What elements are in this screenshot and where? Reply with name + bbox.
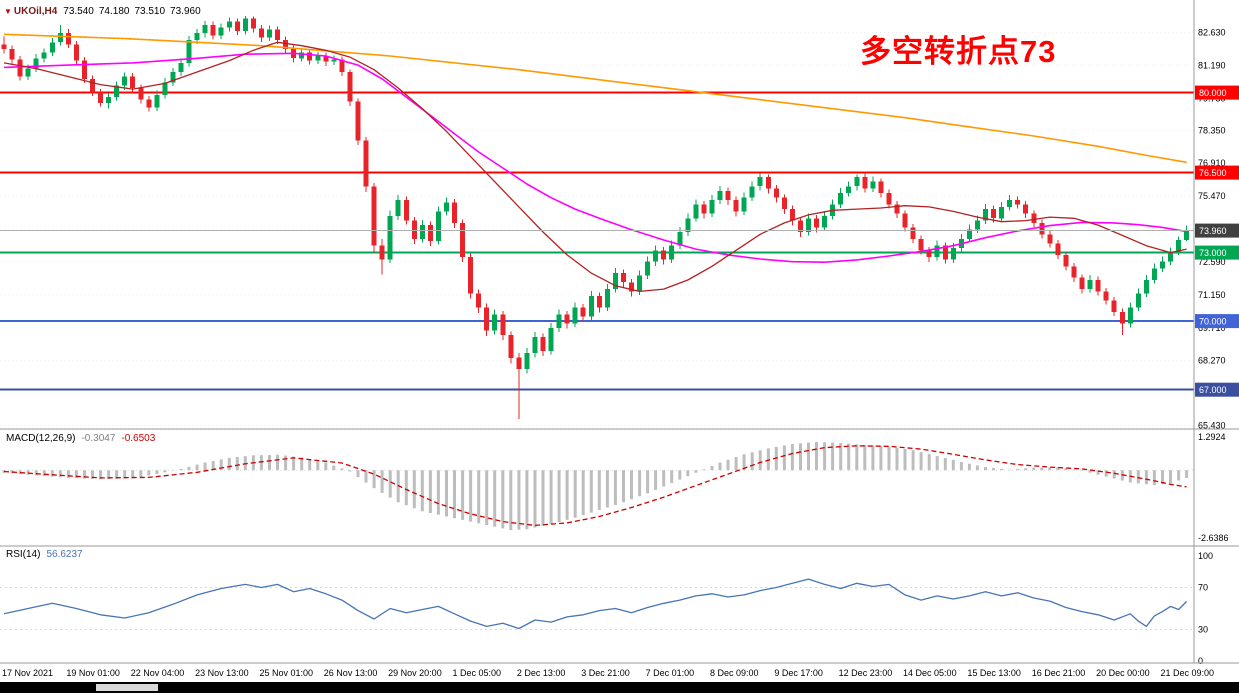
ma-slow-line <box>3 33 1187 164</box>
quote-close: 73.960 <box>170 6 201 17</box>
svg-text:76.500: 76.500 <box>1199 168 1227 178</box>
svg-text:25 Nov 01:00: 25 Nov 01:00 <box>259 668 313 678</box>
pane-borders <box>0 0 1239 664</box>
svg-text:100: 100 <box>1198 551 1213 561</box>
horizontal-lines[interactable] <box>0 91 1194 391</box>
bottom-taskbar[interactable] <box>0 682 1239 693</box>
svg-text:82.630: 82.630 <box>1198 27 1226 37</box>
symbol-name: UKOil,H4 <box>13 6 58 17</box>
svg-text:-2.6386: -2.6386 <box>1198 533 1229 543</box>
svg-text:1.2924: 1.2924 <box>1198 432 1226 442</box>
rsi-line <box>3 578 1188 630</box>
ma-fast-line <box>3 41 1187 293</box>
svg-text:14 Dec 05:00: 14 Dec 05:00 <box>903 668 957 678</box>
svg-text:78.350: 78.350 <box>1198 125 1226 135</box>
svg-text:1 Dec 05:00: 1 Dec 05:00 <box>453 668 502 678</box>
svg-text:2 Dec 13:00: 2 Dec 13:00 <box>517 668 566 678</box>
svg-text:70: 70 <box>1198 583 1208 593</box>
svg-text:0: 0 <box>1198 656 1203 666</box>
svg-text:23 Nov 13:00: 23 Nov 13:00 <box>195 668 249 678</box>
svg-text:9 Dec 17:00: 9 Dec 17:00 <box>774 668 823 678</box>
svg-text:29 Nov 20:00: 29 Nov 20:00 <box>388 668 442 678</box>
svg-text:19 Nov 01:00: 19 Nov 01:00 <box>66 668 120 678</box>
svg-text:26 Nov 13:00: 26 Nov 13:00 <box>324 668 378 678</box>
svg-text:30: 30 <box>1198 625 1208 635</box>
macd-signal-value: -0.6503 <box>121 433 156 444</box>
rsi-label-text: RSI(14) <box>6 549 41 560</box>
svg-text:73.000: 73.000 <box>1199 248 1227 258</box>
svg-text:65.430: 65.430 <box>1198 421 1226 431</box>
svg-text:81.190: 81.190 <box>1198 60 1226 70</box>
rsi-indicator-label: RSI(14) 56.6237 <box>6 549 83 560</box>
svg-text:80.000: 80.000 <box>1199 88 1227 98</box>
svg-text:7 Dec 01:00: 7 Dec 01:00 <box>646 668 695 678</box>
price-axis-badges: 80.000 76.500 73.000 70.000 67.000 73.960 <box>1195 85 1239 397</box>
svg-text:76.910: 76.910 <box>1198 158 1226 168</box>
macd-histogram <box>2 441 1189 531</box>
svg-text:8 Dec 09:00: 8 Dec 09:00 <box>710 668 759 678</box>
macd-main-value: -0.3047 <box>81 433 116 444</box>
symbol-marker-icon: ▼ <box>4 7 12 16</box>
symbol-info: ▼ UKOil,H4 73.540 74.180 73.510 73.960 <box>4 6 206 17</box>
quote-open: 73.540 <box>63 6 94 17</box>
svg-text:12 Dec 23:00: 12 Dec 23:00 <box>839 668 893 678</box>
svg-text:70.000: 70.000 <box>1199 317 1227 327</box>
macd-signal-line <box>3 445 1187 527</box>
svg-text:20 Dec 00:00: 20 Dec 00:00 <box>1096 668 1150 678</box>
svg-text:22 Nov 04:00: 22 Nov 04:00 <box>131 668 185 678</box>
taskbar-item[interactable] <box>96 684 158 691</box>
svg-text:75.470: 75.470 <box>1198 191 1226 201</box>
svg-text:16 Dec 21:00: 16 Dec 21:00 <box>1032 668 1086 678</box>
price-grid <box>0 31 1194 427</box>
rsi-axis[interactable]: 100 70 30 0 <box>1198 551 1213 666</box>
svg-text:67.000: 67.000 <box>1199 385 1227 395</box>
svg-text:15 Dec 13:00: 15 Dec 13:00 <box>967 668 1021 678</box>
svg-text:17 Nov 2021: 17 Nov 2021 <box>2 668 53 678</box>
svg-text:73.960: 73.960 <box>1199 226 1227 236</box>
svg-text:72.590: 72.590 <box>1198 257 1226 267</box>
macd-label-text: MACD(12,26,9) <box>6 433 76 444</box>
macd-axis[interactable]: 1.2924 -2.6386 <box>1198 432 1229 543</box>
rsi-value: 56.6237 <box>46 549 83 560</box>
quote-high: 74.180 <box>98 6 130 17</box>
svg-text:21 Dec 09:00: 21 Dec 09:00 <box>1160 668 1214 678</box>
svg-text:3 Dec 21:00: 3 Dec 21:00 <box>581 668 630 678</box>
chart-annotation-text: 多空转折点73 <box>860 34 1057 69</box>
svg-text:71.150: 71.150 <box>1198 290 1226 300</box>
time-axis[interactable]: 17 Nov 2021 19 Nov 01:00 22 Nov 04:00 23 No… <box>2 668 1214 678</box>
macd-indicator-label: MACD(12,26,9) -0.3047 -0.6503 <box>6 433 155 444</box>
svg-text:68.270: 68.270 <box>1198 356 1226 366</box>
quote-low: 73.510 <box>134 6 166 17</box>
rsi-pane[interactable] <box>0 578 1194 630</box>
